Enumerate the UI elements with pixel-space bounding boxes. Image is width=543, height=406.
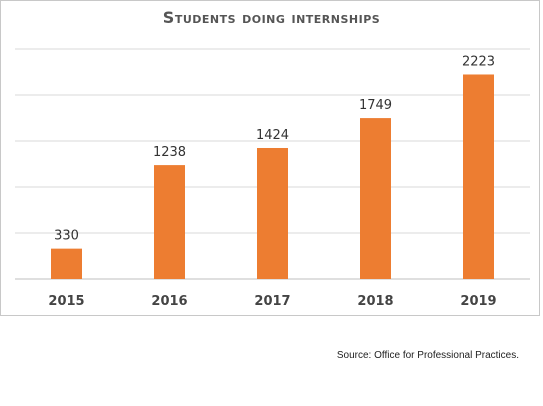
- x-tick-2017: 2017: [254, 294, 290, 309]
- bar-2019: [463, 74, 494, 279]
- bar-2017: [257, 147, 288, 279]
- x-tick-2015: 2015: [48, 294, 84, 309]
- bar-2016: [154, 165, 185, 279]
- source-note: Source: Office for Professional Practice…: [336, 350, 519, 361]
- bar-chart: 330 1238 1424 1749 2223 2015 2016 2017 2018 2019: [15, 48, 530, 309]
- data-labels: 330 1238 1424 1749 2223: [54, 54, 495, 243]
- x-tick-labels: 2015 2016 2017 2018 2019: [48, 294, 496, 309]
- bar-2015: [51, 248, 82, 279]
- data-label-2018: 1749: [359, 98, 392, 113]
- data-label-2016: 1238: [153, 145, 186, 160]
- chart-title: Students doing internships: [162, 8, 381, 27]
- bar-2018: [360, 118, 391, 279]
- x-tick-2016: 2016: [151, 294, 187, 309]
- data-label-2017: 1424: [256, 128, 289, 143]
- x-tick-2019: 2019: [460, 294, 496, 309]
- data-label-2019: 2223: [462, 54, 495, 69]
- x-tick-2018: 2018: [357, 294, 393, 309]
- bars: [51, 74, 494, 279]
- data-label-2015: 330: [54, 229, 79, 244]
